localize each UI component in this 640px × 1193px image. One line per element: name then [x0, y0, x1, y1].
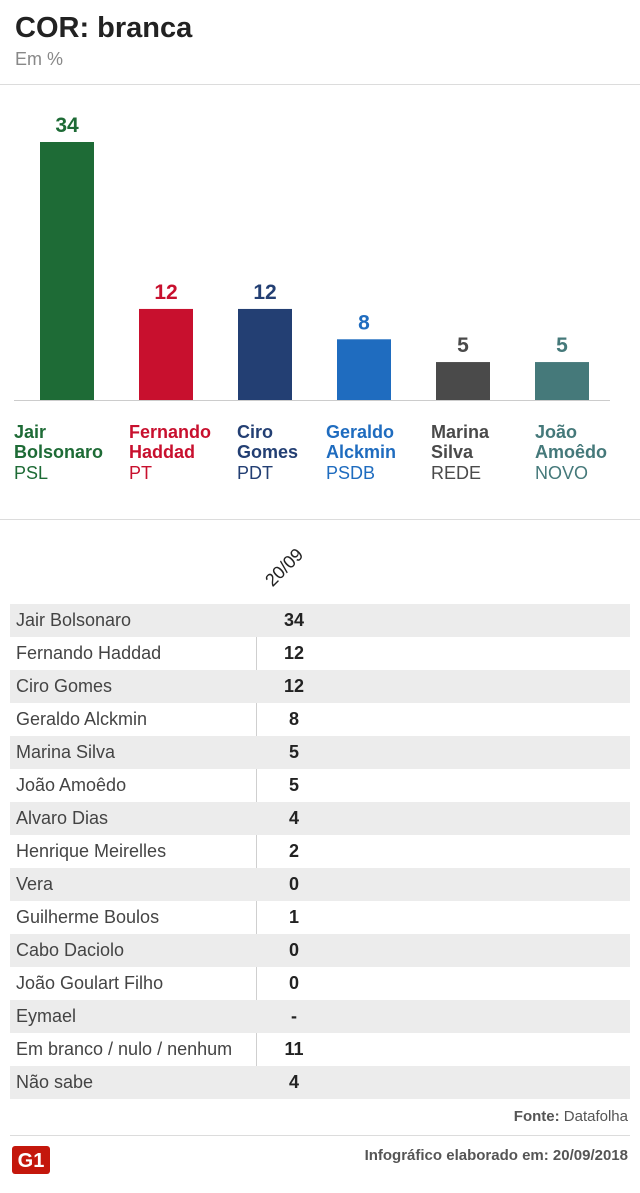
row-label: Não sabe	[16, 1072, 94, 1092]
bar-chart: 34 12 12 8 5 5	[14, 114, 610, 401]
table-row: Jair Bolsonaro 34	[10, 604, 630, 637]
row-label: Cabo Daciolo	[16, 940, 125, 960]
source-value: Datafolha	[563, 1108, 628, 1125]
bar	[337, 339, 391, 400]
table-column-header: 20/09	[261, 544, 308, 591]
row-label: Geraldo Alckmin	[16, 709, 148, 729]
bar-value-label: 8	[358, 311, 370, 334]
source-label: Fonte:	[513, 1108, 560, 1125]
footer-divider	[10, 1135, 630, 1136]
chart-subtitle: Em %	[15, 49, 64, 69]
row-value: 12	[283, 676, 305, 696]
results-table: Jair Bolsonaro 34 Fernando Haddad 12 Ciro Go…	[10, 604, 630, 1099]
candidate-party: PDT	[237, 463, 273, 483]
candidate-name-line2: Haddad	[129, 442, 196, 462]
top-divider	[0, 84, 640, 85]
row-label: João Goulart Filho	[16, 973, 164, 993]
table-row: Em branco / nulo / nenhum 11	[10, 1033, 630, 1066]
table-row: Vera 0	[10, 868, 630, 901]
candidate-name-line1: Ciro	[237, 422, 273, 442]
row-value: 4	[288, 1072, 299, 1092]
g1-logo: G1	[12, 1146, 50, 1174]
row-label: Jair Bolsonaro	[16, 610, 132, 630]
table-row: Geraldo Alckmin 8	[10, 703, 630, 736]
candidate-label: Geraldo Alckmin PSDB	[326, 422, 396, 483]
bar-value-label: 5	[556, 334, 568, 357]
bar	[436, 362, 490, 400]
candidate-name-line1: João	[535, 422, 578, 442]
bar	[535, 362, 589, 400]
candidate-party: PT	[129, 463, 153, 483]
row-value: 0	[288, 874, 299, 894]
row-label: Em branco / nulo / nenhum	[16, 1039, 233, 1059]
bar-value-label: 5	[457, 334, 469, 357]
infographic-credit: Infográfico elaborado em: 20/09/2018	[364, 1147, 628, 1164]
table-row: Guilherme Boulos 1	[10, 901, 630, 934]
row-label: Ciro Gomes	[16, 676, 113, 696]
candidate-name-line2: Alckmin	[326, 442, 397, 462]
row-label: Marina Silva	[16, 742, 116, 762]
bar-value-label: 12	[253, 281, 276, 304]
candidate-name-line2: Amoêdo	[535, 442, 607, 462]
candidate-name-line1: Jair	[14, 422, 47, 442]
table-row: Não sabe 4	[10, 1066, 630, 1099]
row-label: Fernando Haddad	[16, 643, 162, 663]
row-value: 0	[288, 940, 299, 960]
row-label: Eymael	[16, 1006, 77, 1026]
bar	[139, 308, 193, 400]
candidate-label: Jair Bolsonaro PSL	[14, 422, 103, 483]
bar	[40, 142, 94, 400]
table-column-divider	[256, 604, 257, 1099]
row-value: 5	[288, 742, 299, 762]
table-row: Ciro Gomes 12	[10, 670, 630, 703]
candidate-party: PSL	[14, 463, 49, 483]
table-row: Henrique Meirelles 2	[10, 835, 630, 868]
candidate-name-line2: Bolsonaro	[14, 442, 104, 462]
row-value: 5	[288, 775, 299, 795]
row-value: 12	[283, 643, 305, 663]
table-row: Fernando Haddad 12	[10, 637, 630, 670]
table-row: Eymael -	[10, 1000, 630, 1033]
table-row: Marina Silva 5	[10, 736, 630, 769]
row-value: 11	[284, 1039, 304, 1059]
candidate-name-line1: Fernando	[129, 422, 212, 442]
candidate-party: REDE	[431, 463, 482, 483]
candidate-name-line1: Marina	[431, 422, 490, 442]
table-row: João Goulart Filho 0	[10, 967, 630, 1000]
middle-divider	[0, 519, 640, 520]
candidate-party: PSDB	[326, 463, 376, 483]
row-value: 2	[288, 841, 299, 861]
candidate-name-line2: Gomes	[237, 442, 299, 462]
candidate-label: João Amoêdo NOVO	[535, 422, 607, 483]
candidate-label: Fernando Haddad PT	[129, 422, 211, 483]
bar	[238, 308, 292, 400]
candidate-label: Marina Silva REDE	[431, 422, 489, 483]
row-label: Alvaro Dias	[16, 808, 109, 828]
bar-value-label: 12	[154, 281, 177, 304]
table-row: Cabo Daciolo 0	[10, 934, 630, 967]
row-label: Henrique Meirelles	[16, 841, 167, 861]
row-label: Guilherme Boulos	[16, 907, 160, 927]
row-value: 0	[288, 973, 299, 993]
row-value: 1	[288, 907, 299, 927]
table-row: João Amoêdo 5	[10, 769, 630, 802]
svg-text:G1: G1	[18, 1150, 45, 1172]
candidate-party: NOVO	[535, 463, 589, 483]
candidate-label: Ciro Gomes PDT	[237, 422, 298, 483]
row-label: Vera	[16, 874, 54, 894]
row-label: João Amoêdo	[16, 775, 127, 795]
chart-title: COR: branca	[15, 12, 193, 44]
bar-value-label: 34	[55, 114, 79, 137]
row-value: -	[291, 1006, 297, 1026]
candidate-name-line1: Geraldo	[326, 422, 395, 442]
row-value: 4	[288, 808, 299, 828]
row-value: 34	[283, 610, 305, 630]
row-value: 8	[288, 709, 299, 729]
table-row: Alvaro Dias 4	[10, 802, 630, 835]
source-note: Fonte: Datafolha	[514, 1108, 628, 1125]
candidate-name-line2: Silva	[431, 442, 474, 462]
